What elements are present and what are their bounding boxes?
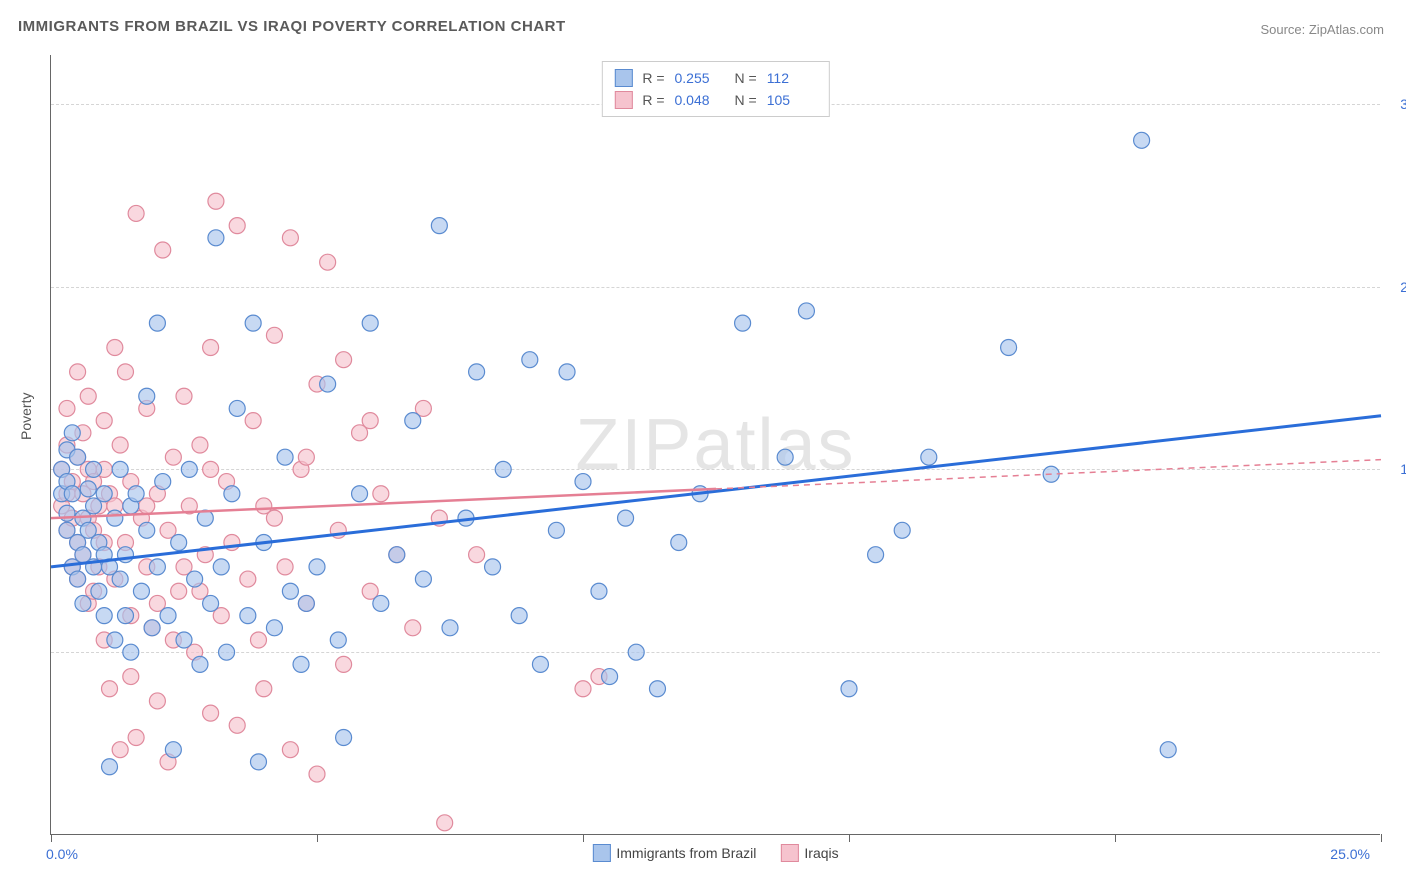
legend-item-brazil: Immigrants from Brazil: [592, 844, 756, 862]
x-axis-max-label: 25.0%: [1330, 846, 1370, 862]
chart-title: IMMIGRANTS FROM BRAZIL VS IRAQI POVERTY …: [18, 18, 566, 35]
legend-swatch-iraqis: [780, 844, 798, 862]
stats-row-iraqis: R = 0.048 N = 105: [614, 89, 816, 111]
stats-row-brazil: R = 0.255 N = 112: [614, 67, 816, 89]
plot-area: ZIPatlas 7.5%15.0%22.5%30.0% R = 0.255 N…: [50, 55, 1380, 835]
source-attribution: Source: ZipAtlas.com: [1260, 22, 1384, 37]
chart-container: IMMIGRANTS FROM BRAZIL VS IRAQI POVERTY …: [0, 0, 1406, 892]
stats-box: R = 0.255 N = 112 R = 0.048 N = 105: [601, 61, 829, 117]
scatter-svg: [51, 55, 1380, 834]
y-axis-label: Poverty: [18, 393, 34, 440]
swatch-brazil: [614, 69, 632, 87]
legend-swatch-brazil: [592, 844, 610, 862]
swatch-iraqis: [614, 91, 632, 109]
legend: Immigrants from Brazil Iraqis: [592, 844, 838, 862]
x-axis-min-label: 0.0%: [46, 846, 78, 862]
legend-item-iraqis: Iraqis: [780, 844, 838, 862]
